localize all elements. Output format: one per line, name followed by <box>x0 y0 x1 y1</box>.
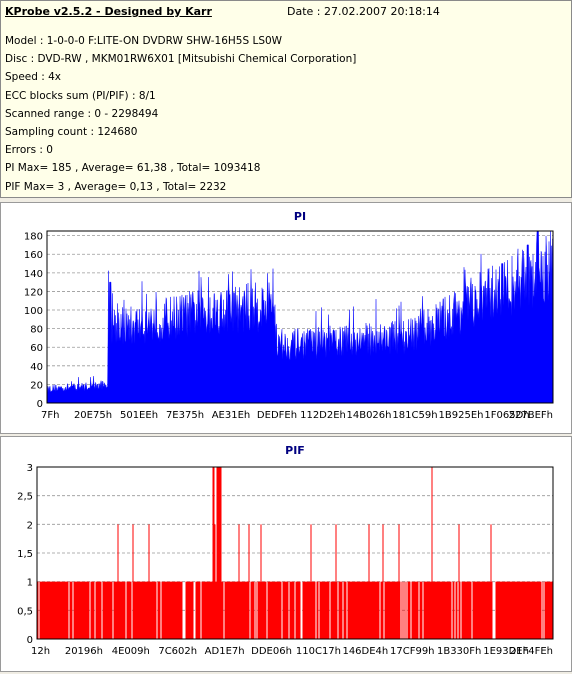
info-range: Scanned range : 0 - 2298494 <box>5 107 159 120</box>
y-tick-label: 60 <box>30 343 43 354</box>
x-tick-label: DDE06h <box>251 646 292 657</box>
y-tick-label: 0,5 <box>17 606 33 617</box>
x-tick-label: 1F065Dh <box>484 410 529 421</box>
x-tick-label: 14B026h <box>346 410 391 421</box>
x-tick-label: 4E009h <box>112 646 150 657</box>
y-tick-label: 1 <box>27 578 33 589</box>
info-ecc: ECC blocks sum (PI/PIF) : 8/1 <box>5 89 156 102</box>
series-pif <box>37 467 553 639</box>
pi-chart-panel: PI 0 20 40 60 80 100 120 140 160 180 7Fh 20E75h 501EE… <box>0 202 572 434</box>
y-tick-label: 2 <box>27 520 33 531</box>
x-tick-label: 20E75h <box>74 410 112 421</box>
x-tick-label: 1B925Eh <box>439 410 484 421</box>
y-tick-label: 0 <box>27 635 33 646</box>
x-tick-label: 146DE4h <box>342 646 388 657</box>
plot-border <box>46 230 554 404</box>
x-tick-label: 110C17h <box>296 646 341 657</box>
y-tick-label: 3 <box>27 463 33 474</box>
x-tick-label: 17CF99h <box>390 646 435 657</box>
x-tick-label: AD1E7h <box>205 646 245 657</box>
x-tick-label: 7Fh <box>41 410 59 421</box>
x-tick-label: 7E375h <box>166 410 204 421</box>
y-tick-label: 1,5 <box>17 549 33 560</box>
info-lines: Model : 1-0-0-0 F:LITE-ON DVDRW SHW-16H5… <box>5 32 356 196</box>
info-pif-stats: PIF Max= 3 , Average= 0,13 , Total= 2232 <box>5 180 227 193</box>
x-tick-label: AE31Eh <box>212 410 251 421</box>
info-speed: Speed : 4x <box>5 71 62 84</box>
info-disc: Disc : DVD-RW , MKM01RW6X01 [Mitsubishi … <box>5 53 357 66</box>
scan-date: Date : 27.02.2007 20:18:14 <box>287 5 440 18</box>
y-tick-label: 20 <box>30 380 43 391</box>
x-tick-label: 21F4FEh <box>510 646 553 657</box>
app-title: KProbe v2.5.2 - Designed by Karr <box>5 5 212 18</box>
info-pi-stats: PI Max= 185 , Average= 61,38 , Total= 10… <box>5 162 261 175</box>
info-panel: KProbe v2.5.2 - Designed by Karr Date : … <box>0 0 572 198</box>
x-tick-label: 7C602h <box>158 646 197 657</box>
y-tick-label: 100 <box>24 306 43 317</box>
y-tick-label: 0 <box>37 399 43 410</box>
info-model: Model : 1-0-0-0 F:LITE-ON DVDRW SHW-16H5… <box>5 35 283 47</box>
info-errors: Errors : 0 <box>5 144 53 157</box>
x-tick-label: 227BEFh <box>509 410 553 421</box>
x-tick-label: 181C59h <box>392 410 437 421</box>
x-tick-label: 1E93DEh <box>483 646 529 657</box>
x-tick-label: 1B330Fh <box>437 646 481 657</box>
y-tick-label: 160 <box>24 250 43 261</box>
x-tick-label: DEDFEh <box>257 410 297 421</box>
x-tick-label: 12h <box>31 646 50 657</box>
x-tick-label: 112D2Eh <box>300 410 346 421</box>
y-tick-label: 120 <box>24 287 43 298</box>
y-tick-label: 2,5 <box>17 492 33 503</box>
y-tick-label: 80 <box>30 325 43 336</box>
pif-chart: PIF 0 0,5 1 1,5 2 2,5 3 12h 20196h 4E009h 7C602h AD1… <box>17 444 554 657</box>
x-tick-label: 501EEh <box>120 410 158 421</box>
y-tick-label: 180 <box>24 232 43 243</box>
info-sampling: Sampling count : 124680 <box>5 125 138 138</box>
plot-border <box>36 466 554 640</box>
y-tick-label: 40 <box>30 362 43 373</box>
pif-chart-panel: PIF 0 0,5 1 1,5 2 2,5 3 12h 20196h 4E009h 7C602h AD1… <box>0 436 572 672</box>
chart-title: PI <box>294 210 306 223</box>
series-pi <box>46 230 554 404</box>
x-tick-label: 20196h <box>65 646 103 657</box>
pi-chart: PI 0 20 40 60 80 100 120 140 160 180 7Fh 20E75h 501EE… <box>24 210 554 421</box>
y-tick-label: 140 <box>24 269 43 280</box>
pi-area <box>46 230 554 404</box>
chart-title: PIF <box>285 444 305 457</box>
